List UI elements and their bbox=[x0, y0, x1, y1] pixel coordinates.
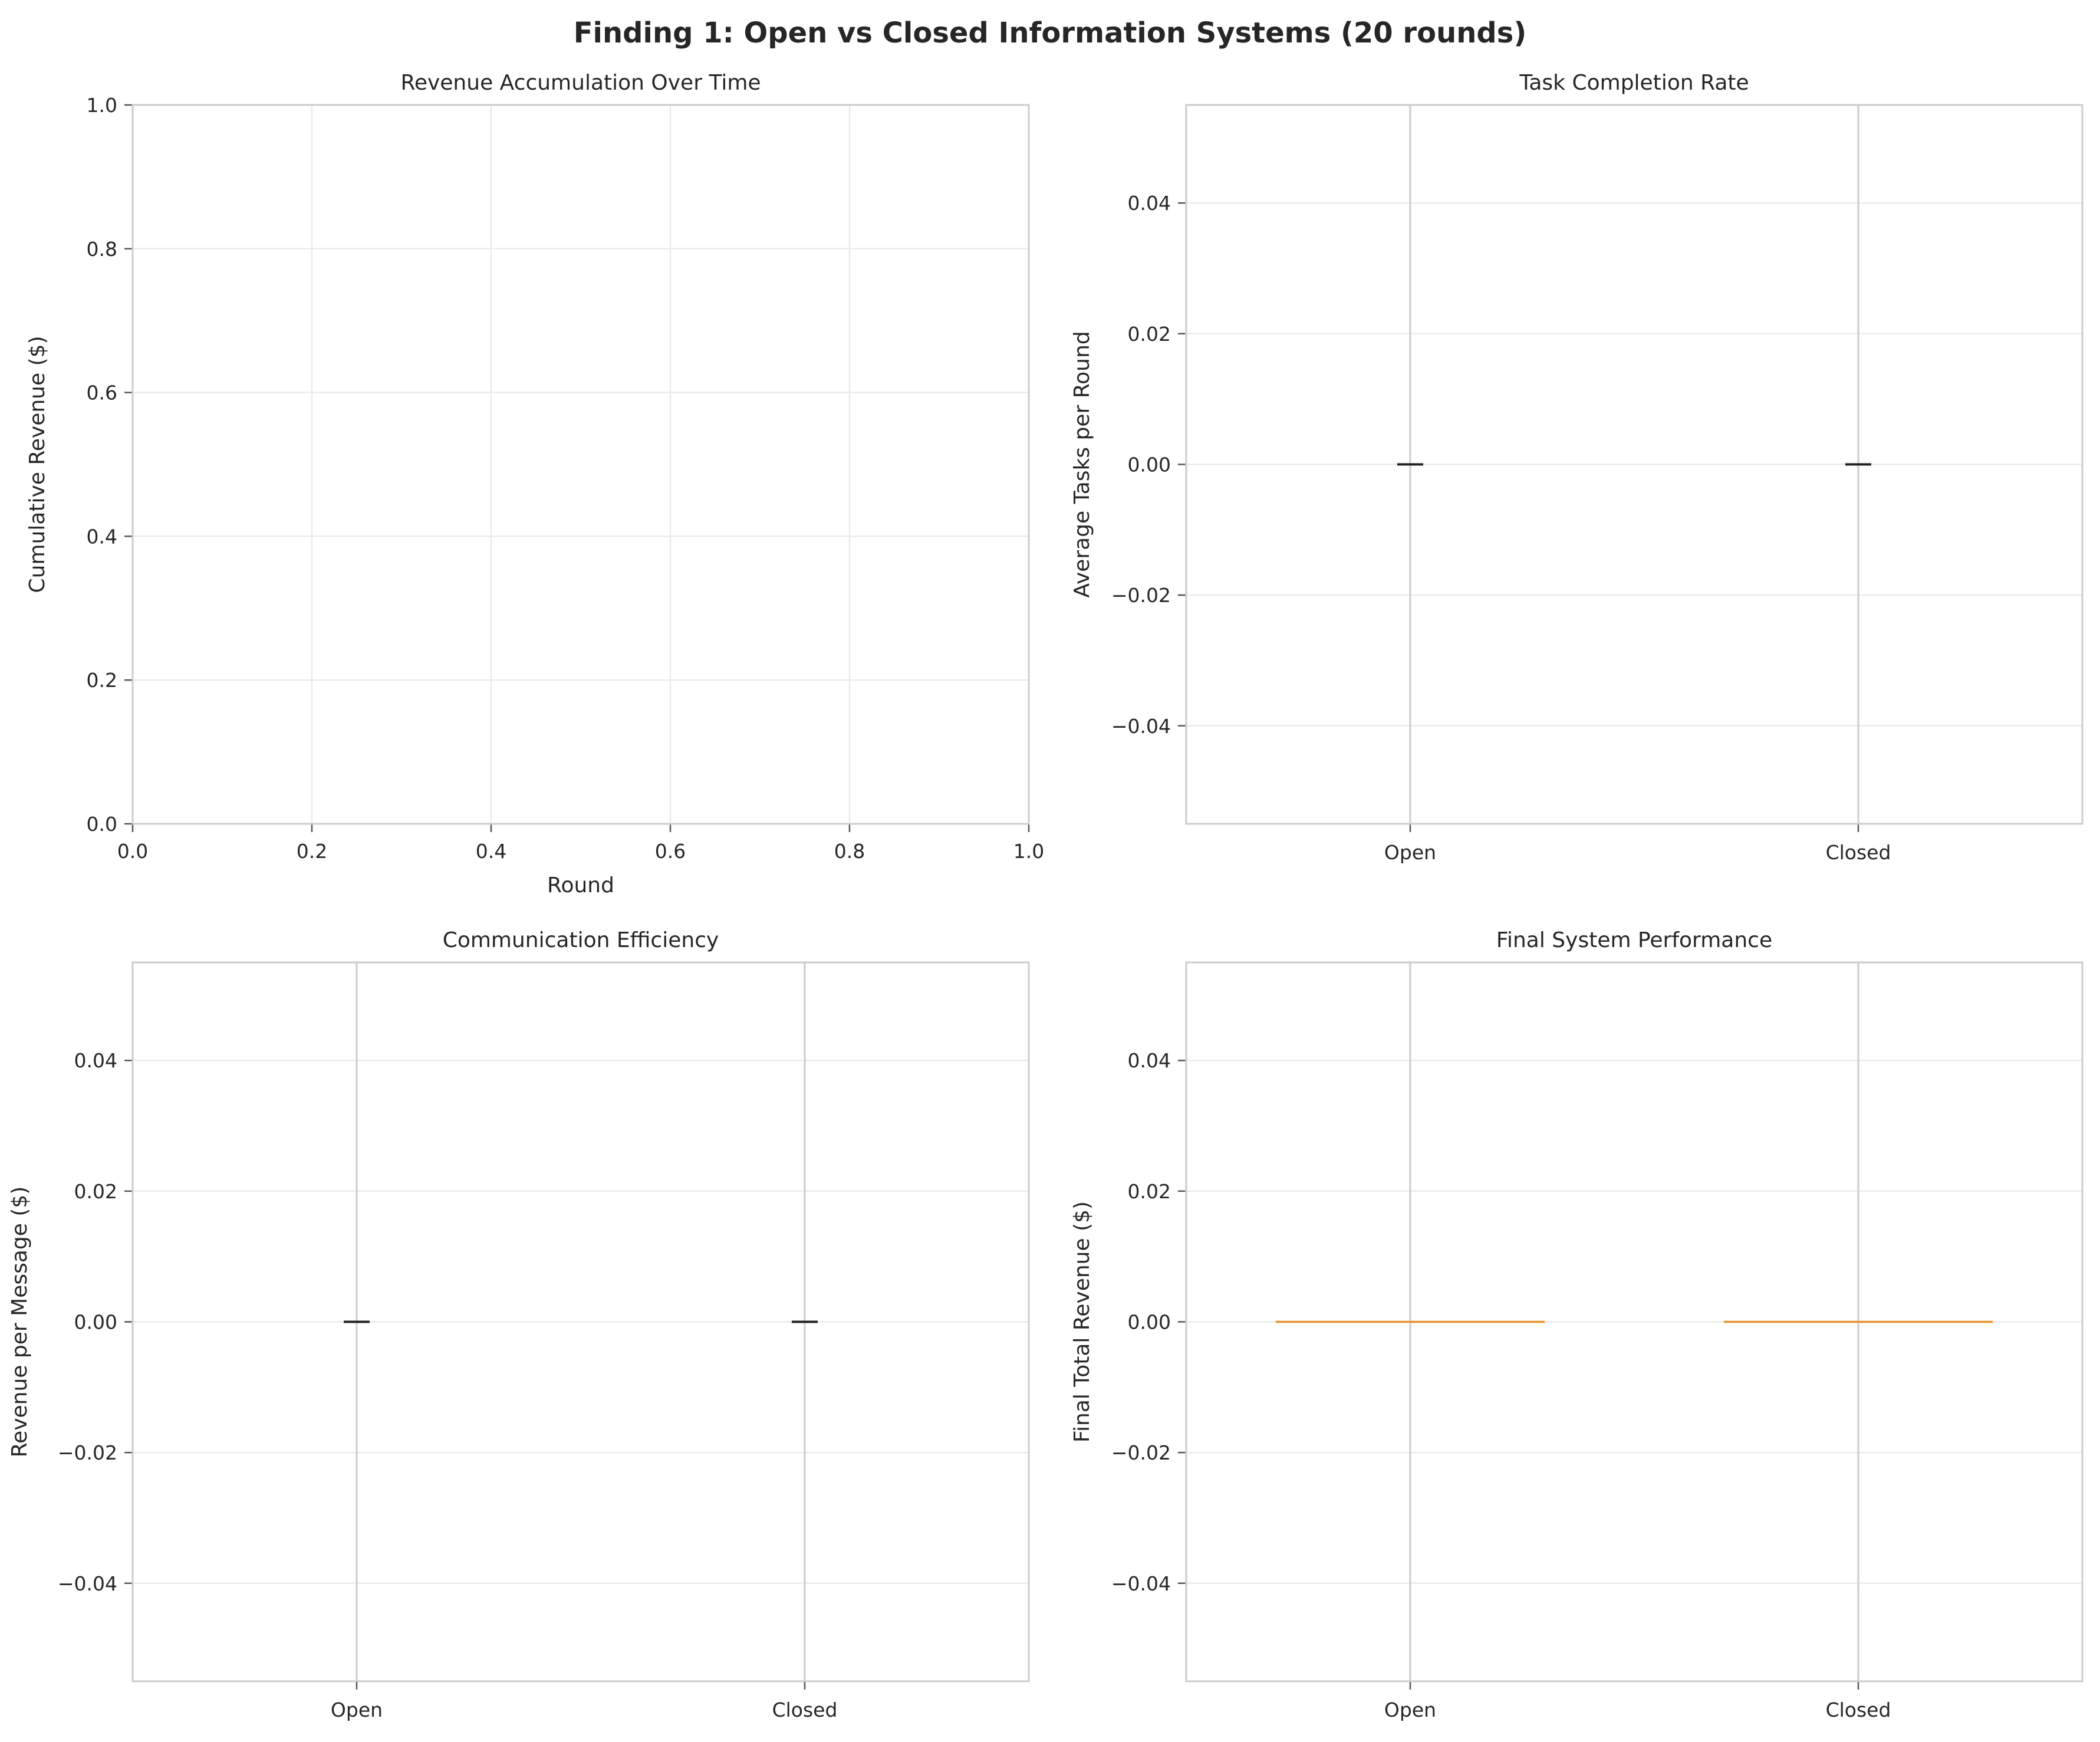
subplot-title: Task Completion Rate bbox=[1519, 71, 1749, 95]
subplot-1: Revenue Accumulation Over Time 0.0 0.2 0.4 0… bbox=[25, 71, 1044, 898]
y-axis-label: Average Tasks per Round bbox=[1070, 331, 1094, 597]
x-tick-label: Closed bbox=[772, 1698, 838, 1721]
x-tick-label: Open bbox=[1384, 1698, 1436, 1721]
plot-frame bbox=[1185, 104, 2083, 825]
y-tick-label: 1.0 bbox=[87, 94, 117, 117]
y-axis-label: Revenue per Message ($) bbox=[8, 1186, 32, 1458]
plot-frame bbox=[131, 104, 1030, 825]
subplot-4: Final System Performance −0.04 −0.02 0.00 0.… bbox=[1070, 928, 2083, 1721]
x-tick-label: 0.2 bbox=[297, 840, 327, 863]
plot-frame bbox=[131, 961, 1030, 1682]
x-tick-label: 0.4 bbox=[476, 840, 506, 863]
y-tick-label: 0.02 bbox=[1128, 1180, 1171, 1203]
y-tick-label: −0.04 bbox=[1111, 1572, 1171, 1595]
figure-title: Finding 1: Open vs Closed Information Sy… bbox=[574, 17, 1527, 50]
x-tick-label: 0.8 bbox=[834, 840, 865, 863]
y-axis-label: Final Total Revenue ($) bbox=[1070, 1201, 1094, 1442]
y-axis-label: Cumulative Revenue ($) bbox=[25, 336, 50, 593]
y-tick-label: 0.04 bbox=[1128, 1049, 1171, 1072]
y-tick-label: 0.00 bbox=[1128, 1311, 1171, 1334]
plot-frame bbox=[1185, 961, 2083, 1682]
y-tick-label: 0.4 bbox=[87, 525, 117, 548]
y-tick-label: 0.02 bbox=[1128, 323, 1171, 346]
y-tick-label: 0.2 bbox=[87, 669, 117, 692]
y-tick-label: −0.04 bbox=[58, 1572, 117, 1595]
y-tick-label: 0.8 bbox=[87, 238, 117, 261]
y-tick-label: −0.04 bbox=[1111, 715, 1171, 738]
y-tick-label: 0.00 bbox=[1128, 453, 1171, 476]
subplot-2: Task Completion Rate −0.04 −0.02 0.00 0.02 0.… bbox=[1070, 71, 2083, 864]
y-tick-label: −0.02 bbox=[1111, 584, 1171, 607]
y-tick-label: 0.0 bbox=[87, 813, 117, 836]
x-tick-label: Closed bbox=[1826, 841, 1891, 864]
x-tick-label: 0.0 bbox=[117, 840, 148, 863]
y-tick-label: −0.02 bbox=[1111, 1441, 1171, 1464]
y-tick-label: 0.04 bbox=[74, 1049, 117, 1072]
subplot-title: Revenue Accumulation Over Time bbox=[400, 71, 761, 95]
y-tick-label: 0.04 bbox=[1128, 192, 1171, 215]
x-tick-label: Closed bbox=[1826, 1698, 1891, 1721]
x-tick-label: Open bbox=[1384, 841, 1436, 864]
x-tick-label: Open bbox=[331, 1698, 383, 1721]
subplot-title: Communication Efficiency bbox=[443, 928, 719, 952]
y-tick-label: 0.6 bbox=[87, 382, 117, 405]
x-axis-label: Round bbox=[547, 873, 614, 898]
x-tick-label: 1.0 bbox=[1013, 840, 1044, 863]
subplot-3: Communication Efficiency −0.04 −0.02 0.00 0.… bbox=[8, 928, 1030, 1721]
y-tick-label: 0.00 bbox=[74, 1311, 117, 1334]
y-tick-label: 0.02 bbox=[74, 1180, 117, 1203]
x-tick-label: 0.6 bbox=[655, 840, 686, 863]
subplot-title: Final System Performance bbox=[1496, 928, 1772, 952]
y-tick-label: −0.02 bbox=[58, 1441, 117, 1464]
